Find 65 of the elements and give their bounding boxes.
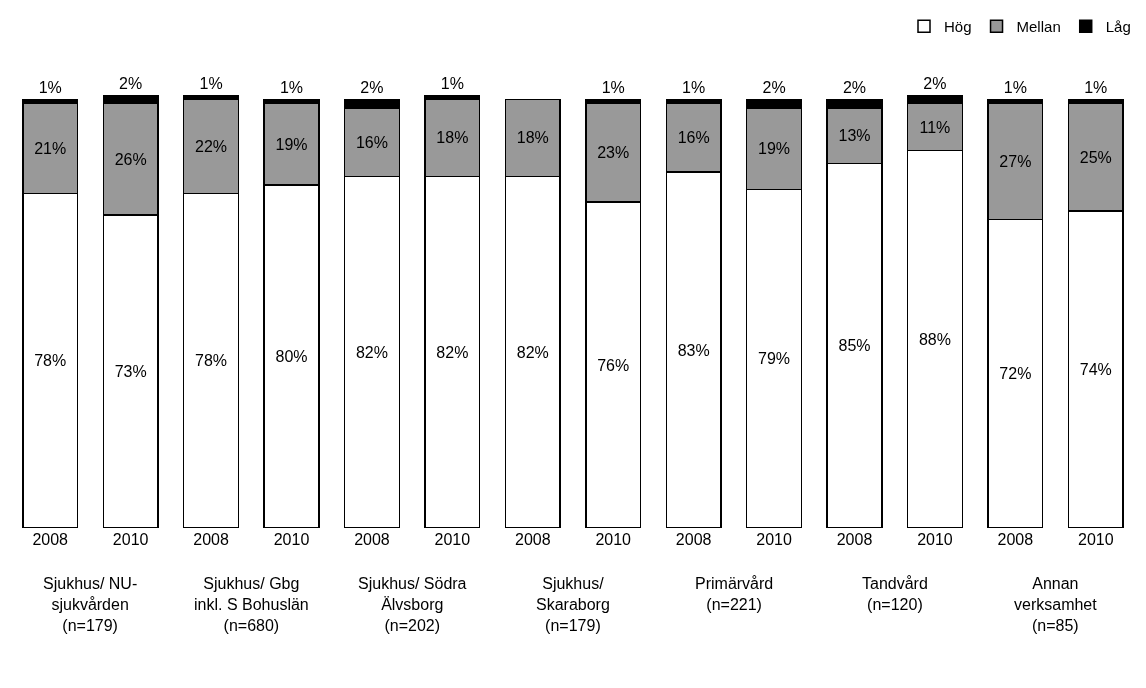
data-label: 13% (838, 127, 871, 145)
text: Annan verksamhet (n=85) (1014, 575, 1098, 634)
data-label: 22% (195, 137, 228, 155)
data-label: 2% (762, 79, 786, 97)
x-tick-label: 2010 (112, 531, 149, 548)
data-label: 23% (597, 144, 630, 162)
text: Tandvård (n=120) (862, 575, 928, 613)
data-label: 83% (677, 341, 710, 359)
legend-label: Hög (944, 18, 972, 36)
data-label: 72% (999, 365, 1032, 383)
data-label: 2% (360, 79, 384, 97)
data-label: 18% (516, 129, 549, 147)
data-label: 1% (279, 79, 304, 97)
x-tick-label: 2008 (514, 531, 551, 548)
data-label: 79% (758, 350, 791, 368)
text: Sjukhus/ Gbg inkl. S Bohuslän (n=680) (194, 575, 309, 634)
data-label: 2% (923, 75, 947, 92)
x-tick-label: 2008 (675, 531, 712, 548)
data-label: 80% (275, 348, 308, 366)
data-label: 16% (677, 129, 710, 147)
data-label: 16% (355, 133, 388, 151)
x-tick-label: 2008 (32, 531, 69, 548)
data-label: 1% (1084, 79, 1108, 97)
data-label: 11% (919, 118, 951, 136)
data-label: 2% (842, 79, 867, 97)
data-label: 19% (758, 140, 791, 158)
data-label: 2% (119, 75, 143, 92)
x-tick-label: 2008 (193, 531, 229, 548)
data-label: 74% (1079, 360, 1112, 378)
legend-label: Mellan (1016, 18, 1061, 36)
data-label: 1% (601, 79, 625, 97)
x-tick-label: 2010 (1077, 531, 1114, 548)
text: Sjukhus/ NU- sjukvården (n=179) (43, 575, 138, 634)
text: Sjukhus/ Skaraborg (n=179) (536, 575, 610, 634)
x-tick-label: 2010 (273, 531, 310, 548)
data-label: 1% (38, 79, 62, 97)
legend-label: Låg (1105, 18, 1131, 36)
data-label: 78% (195, 352, 228, 370)
text: Primärvård (n=221) (695, 575, 774, 613)
data-label: 82% (355, 343, 388, 361)
x-tick-label: 2010 (917, 531, 953, 548)
x-tick-label: 2008 (997, 531, 1034, 548)
data-label: 82% (516, 343, 549, 361)
data-label: 78% (34, 352, 67, 370)
data-label: 1% (440, 75, 464, 92)
data-label: 1% (682, 79, 706, 97)
data-label: 25% (1079, 148, 1112, 166)
data-label: 82% (436, 343, 469, 361)
data-label: 19% (275, 135, 308, 153)
x-tick-label: 2010 (434, 531, 471, 548)
data-label: 1% (1003, 79, 1027, 97)
data-label: 73% (114, 363, 147, 381)
data-label: 76% (597, 356, 630, 374)
data-label: 1% (199, 75, 223, 92)
data-label: 26% (114, 150, 147, 168)
data-label: 88% (918, 330, 951, 348)
x-tick-label: 2010 (595, 531, 632, 548)
data-label: 21% (34, 140, 67, 158)
data-label: 27% (999, 152, 1032, 170)
x-tick-label: 2008 (354, 531, 390, 548)
x-tick-label: 2010 (756, 531, 792, 548)
data-label: 18% (436, 129, 469, 147)
data-label: 85% (838, 337, 871, 355)
text: Sjukhus/ Södra Älvsborg (n=202) (358, 575, 467, 634)
x-tick-label: 2008 (836, 531, 873, 548)
